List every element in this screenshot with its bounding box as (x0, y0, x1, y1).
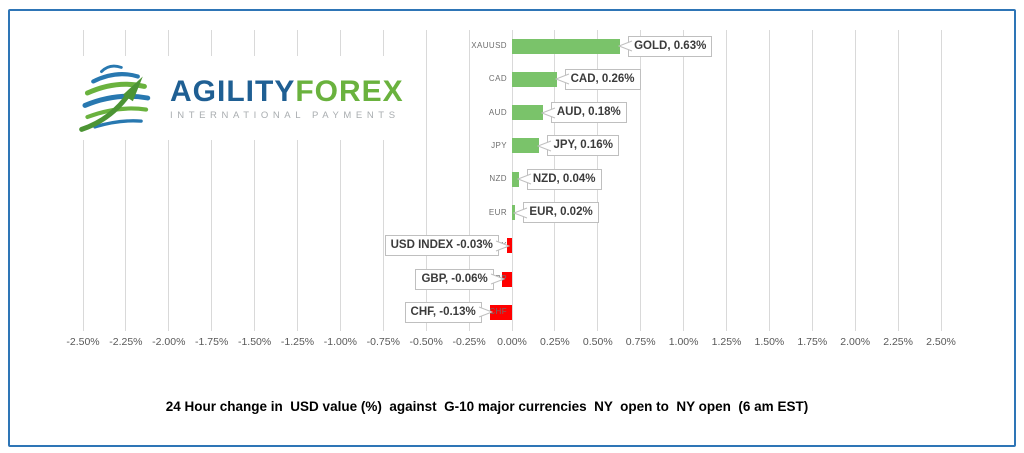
agilityforex-logo: AGILITYFOREX INTERNATIONAL PAYMENTS (68, 56, 412, 140)
x-axis-tick-label: -1.00% (323, 336, 358, 348)
gridline (125, 30, 127, 331)
x-axis-tick-label: -2.25% (109, 336, 143, 348)
gridline (940, 30, 942, 331)
data-bar (512, 105, 543, 121)
data-label: CHF, -0.13% (404, 301, 482, 323)
chart-title: 24 Hour change in USD value (%) against … (165, 399, 809, 414)
x-axis-tick-label: -2.00% (152, 336, 186, 348)
data-label: CAD, 0.26% (564, 68, 641, 90)
data-label: EUR, 0.02% (523, 202, 599, 223)
label-callout-pointer (490, 273, 505, 285)
label-callout-pointer (537, 140, 552, 152)
gridline (768, 30, 770, 331)
category-axis-label: NZD (489, 174, 507, 184)
data-label: USD INDEX -0.03% (384, 235, 499, 257)
category-axis-label: CHF (489, 307, 507, 317)
logo-brand-text: AGILITYFOREX (170, 74, 404, 108)
x-axis-tick-label: -2.50% (66, 336, 100, 348)
data-label: GBP, -0.06% (415, 268, 494, 290)
label-callout-pointer (540, 107, 556, 119)
gridline (640, 30, 642, 331)
data-label: JPY, 0.16% (547, 135, 619, 157)
gridline (339, 30, 341, 331)
category-axis-label: CAD (488, 74, 507, 84)
category-axis-label: EUR (488, 207, 507, 217)
label-callout-pointer (478, 306, 493, 318)
data-bar (512, 71, 557, 87)
x-axis-tick-label: 2.00% (840, 336, 871, 348)
category-axis-label: XAUUSD (471, 41, 507, 50)
x-axis-tick-label: 1.50% (754, 336, 785, 348)
x-axis-tick-label: -1.75% (195, 336, 229, 348)
category-axis-label: AUD (488, 107, 507, 117)
gridline (168, 30, 170, 331)
x-axis-tick-label: -1.50% (237, 336, 272, 348)
globe-arrow-icon (79, 64, 151, 132)
label-callout-pointer (618, 40, 633, 52)
x-axis-tick-label: 2.50% (926, 336, 956, 348)
x-axis-tick-label: 1.75% (797, 336, 828, 348)
x-axis-tick-label: 0.50% (582, 336, 613, 348)
gridline (897, 30, 899, 331)
gridline (382, 30, 384, 331)
logo-wordmark: AGILITYFOREX INTERNATIONAL PAYMENTS (170, 74, 404, 121)
x-axis-tick-label: 0.75% (625, 336, 656, 348)
logo-brand-agility: AGILITY (170, 74, 296, 108)
data-bar (489, 304, 512, 320)
data-label: AUD, 0.18% (550, 102, 627, 124)
label-callout-pointer (495, 240, 510, 252)
logo-tagline: INTERNATIONAL PAYMENTS (170, 109, 400, 121)
data-bar (501, 271, 512, 287)
category-axis-label: JPY (491, 140, 507, 150)
gridline (211, 30, 213, 331)
x-axis-tick-label: -0.50% (409, 336, 443, 348)
label-callout-pointer (513, 207, 528, 218)
gridline (811, 30, 813, 331)
gridline (683, 30, 685, 331)
x-axis-tick-label: -0.75% (366, 336, 400, 348)
logo-brand-forex: FOREX (295, 74, 404, 108)
data-label: GOLD, 0.63% (628, 35, 713, 57)
gridline (425, 30, 427, 331)
gridline (254, 30, 256, 331)
gridline (726, 30, 727, 331)
x-axis-tick-label: 1.25% (711, 336, 742, 348)
label-callout-pointer (554, 73, 569, 85)
data-bar (512, 171, 519, 187)
gridline (82, 30, 84, 331)
gridline (297, 30, 298, 331)
x-axis-tick-label: 0.25% (540, 336, 570, 348)
x-axis-tick-label: -1.25% (280, 336, 315, 348)
x-axis-tick-label: -0.25% (452, 336, 486, 348)
data-bar (512, 138, 540, 154)
x-axis-tick-label: 2.25% (883, 336, 913, 348)
label-callout-pointer (516, 173, 532, 185)
x-axis-tick-label: 1.00% (668, 336, 699, 348)
x-axis-tick-label: 0.00% (497, 336, 527, 348)
data-bar (512, 38, 621, 54)
data-label: NZD, 0.04% (526, 168, 602, 190)
gridline (854, 30, 856, 331)
gridline (468, 30, 470, 331)
